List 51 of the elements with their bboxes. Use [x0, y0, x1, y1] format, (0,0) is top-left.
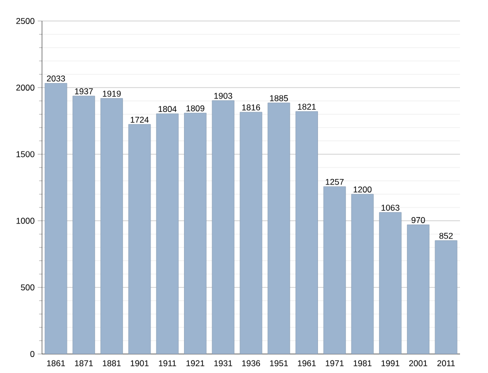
y-tick-label: 0	[30, 351, 34, 357]
data-label: 1257	[326, 178, 344, 185]
data-label: 1809	[186, 105, 204, 112]
x-tick-label: 2011	[437, 360, 455, 366]
y-tick-label: 1000	[16, 218, 34, 224]
bar	[212, 100, 234, 354]
bar	[296, 111, 318, 354]
data-label: 1903	[214, 92, 232, 99]
bar	[72, 96, 96, 354]
data-label: 1724	[130, 116, 149, 123]
bar	[156, 114, 179, 354]
bar	[323, 186, 346, 354]
x-tick-label: 1936	[242, 360, 260, 366]
data-label: 1816	[242, 104, 260, 110]
x-tick-label: 1951	[270, 360, 288, 366]
bar	[434, 240, 458, 354]
data-label: 1063	[382, 204, 400, 211]
data-label: 1804	[158, 106, 177, 112]
bar	[44, 83, 68, 354]
data-label: 970	[412, 217, 425, 224]
x-tick-label: 1971	[326, 360, 344, 366]
x-tick-label: 1961	[298, 360, 316, 366]
x-tick-label: 1981	[354, 360, 372, 366]
bar	[240, 112, 262, 354]
x-tick-label: 2001	[409, 360, 428, 366]
data-label: 1200	[354, 186, 372, 192]
x-tick-label: 1921	[186, 360, 204, 366]
bar	[379, 212, 402, 354]
bar	[184, 112, 206, 354]
x-tick-label: 1881	[102, 360, 121, 366]
x-tick-label: 1991	[382, 360, 400, 366]
bar	[351, 194, 374, 354]
bar	[407, 224, 430, 354]
x-tick-label: 1871	[75, 360, 93, 366]
data-label: 1885	[270, 95, 288, 102]
data-label: 1937	[75, 88, 93, 94]
y-tick-label: 1500	[16, 151, 34, 158]
y-tick-label: 2500	[16, 18, 34, 24]
x-tick-label: 1901	[130, 360, 149, 366]
bar	[128, 124, 151, 354]
bar	[268, 102, 290, 354]
x-tick-label: 1861	[47, 360, 65, 366]
data-label: 1919	[102, 90, 121, 97]
bar	[100, 98, 123, 354]
x-tick-label: 1911	[158, 360, 176, 366]
data-label: 1821	[298, 104, 316, 110]
x-tick-label: 1931	[214, 360, 232, 366]
y-tick-label: 2000	[16, 84, 34, 91]
data-label: 2033	[46, 76, 65, 82]
y-tick-label: 500	[20, 284, 34, 290]
data-label: 852	[439, 232, 453, 239]
